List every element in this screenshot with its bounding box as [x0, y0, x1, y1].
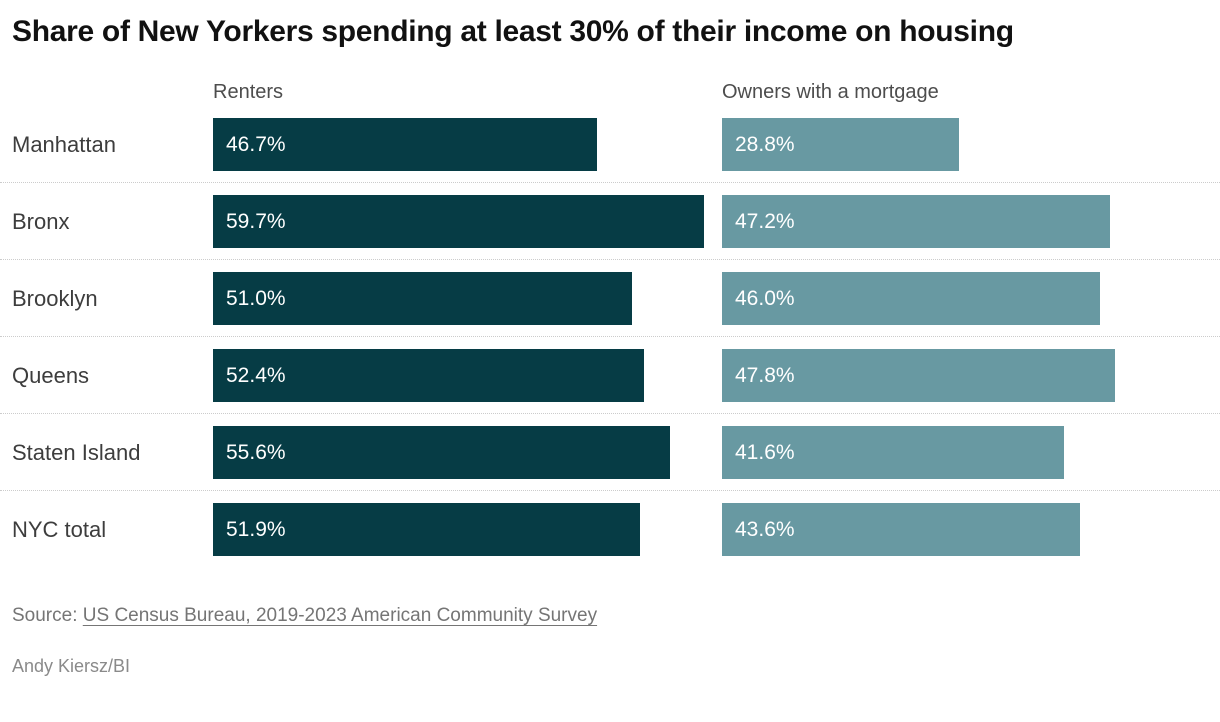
- row-label: Staten Island: [12, 439, 141, 465]
- owners-bar: 41.6%: [722, 426, 1064, 479]
- owners-bar: 46.0%: [722, 272, 1101, 325]
- bar-cell: 51.0%: [213, 272, 722, 325]
- bar-cell: 47.8%: [722, 349, 1220, 402]
- chart-title: Share of New Yorkers spending at least 3…: [12, 15, 1014, 48]
- bar-cell: 28.8%: [722, 118, 1220, 171]
- renters-bar: 51.0%: [213, 272, 633, 325]
- column-headers: Renters Owners with a mortgage: [0, 78, 1220, 106]
- column-header-owners: Owners with a mortgage: [722, 81, 939, 103]
- bar-value-label: 43.6%: [735, 517, 795, 541]
- chart-row: NYC total 51.9% 43.6%: [0, 491, 1220, 567]
- row-label: Bronx: [12, 208, 70, 234]
- owners-bar: 47.2%: [722, 195, 1110, 248]
- bar-value-label: 51.0%: [226, 286, 286, 310]
- source-line: Source: US Census Bureau, 2019-2023 Amer…: [0, 605, 1220, 627]
- bar-cell: 46.7%: [213, 118, 722, 171]
- chart-rows: Manhattan 46.7% 28.8% Bronx 59.7% 47.2% Brookl…: [0, 106, 1220, 567]
- row-label: Queens: [12, 362, 90, 388]
- bar-value-label: 46.7%: [226, 132, 286, 156]
- bar-cell: 51.9%: [213, 503, 722, 556]
- owners-bar: 28.8%: [722, 118, 959, 171]
- bar-value-label: 47.2%: [735, 209, 795, 233]
- renters-bar: 55.6%: [213, 426, 671, 479]
- chart-row: Brooklyn 51.0% 46.0%: [0, 260, 1220, 337]
- source-link[interactable]: US Census Bureau, 2019-2023 American Com…: [82, 605, 598, 626]
- row-label: Brooklyn: [12, 285, 98, 311]
- renters-bar: 51.9%: [213, 503, 640, 556]
- row-label: Manhattan: [12, 131, 116, 157]
- bar-cell: 47.2%: [722, 195, 1220, 248]
- renters-bar: 59.7%: [213, 195, 704, 248]
- bar-cell: 43.6%: [722, 503, 1220, 556]
- bar-value-label: 55.6%: [226, 440, 286, 464]
- bar-cell: 46.0%: [722, 272, 1220, 325]
- owners-bar: 47.8%: [722, 349, 1115, 402]
- bar-value-label: 46.0%: [735, 286, 795, 310]
- chart-row: Queens 52.4% 47.8%: [0, 337, 1220, 414]
- bar-value-label: 52.4%: [226, 363, 286, 387]
- chart-row: Staten Island 55.6% 41.6%: [0, 414, 1220, 491]
- column-header-renters: Renters: [213, 81, 284, 103]
- byline: Andy Kiersz/BI: [12, 656, 131, 676]
- renters-bar: 46.7%: [213, 118, 597, 171]
- bar-value-label: 51.9%: [226, 517, 286, 541]
- bar-cell: 41.6%: [722, 426, 1220, 479]
- bar-value-label: 47.8%: [735, 363, 795, 387]
- bar-value-label: 59.7%: [226, 209, 286, 233]
- bar-value-label: 28.8%: [735, 132, 795, 156]
- bar-cell: 55.6%: [213, 426, 722, 479]
- bar-value-label: 41.6%: [735, 440, 795, 464]
- bar-cell: 59.7%: [213, 195, 722, 248]
- renters-bar: 52.4%: [213, 349, 644, 402]
- bar-cell: 52.4%: [213, 349, 722, 402]
- source-prefix-label: Source:: [12, 605, 83, 626]
- owners-bar: 43.6%: [722, 503, 1081, 556]
- chart-row: Manhattan 46.7% 28.8%: [0, 106, 1220, 183]
- row-label: NYC total: [12, 516, 107, 542]
- chart-row: Bronx 59.7% 47.2%: [0, 183, 1220, 260]
